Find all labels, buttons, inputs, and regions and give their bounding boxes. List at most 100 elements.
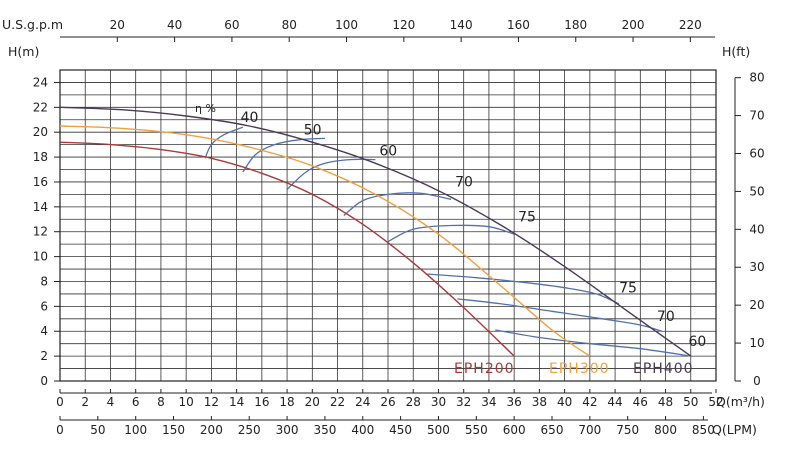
- x-tick-label-gpm: 40: [167, 18, 182, 32]
- x-tick-label-lpm: 250: [238, 423, 261, 437]
- x-tick-label-m3h: 16: [254, 395, 269, 409]
- curve-eph300: [59, 125, 591, 357]
- top-axis-label: U.S.g.p.m: [2, 17, 63, 32]
- x-tick-label-lpm: 550: [465, 423, 488, 437]
- y-tick-label-ft: 50: [749, 184, 764, 198]
- x-tick-label-lpm: 650: [541, 423, 564, 437]
- x-tick-label-m3h: 28: [406, 395, 421, 409]
- efficiency-label-75: 75: [518, 210, 536, 226]
- y-tick-label-ft: 10: [749, 336, 764, 350]
- y-tick-label-ft: 20: [749, 298, 764, 312]
- y-tick-label-m: 0: [40, 374, 48, 388]
- efficiency-label: η %: [195, 102, 216, 115]
- efficiency-curve-70: [457, 298, 662, 332]
- x-tick-label-gpm: 140: [450, 18, 473, 32]
- x-tick-label-m3h: 8: [157, 395, 165, 409]
- efficiency-curve-75: [387, 224, 515, 243]
- x-tick-label-m3h: 32: [456, 395, 471, 409]
- efficiency-curve-75: [425, 273, 620, 305]
- x-tick-label-m3h: 6: [132, 395, 140, 409]
- x-tick-label-lpm: 450: [389, 423, 412, 437]
- x-tick-label-m3h: 18: [279, 395, 294, 409]
- x-tick-label-m3h: 40: [557, 395, 572, 409]
- y-tick-label-ft: 40: [749, 222, 764, 236]
- bottom-axis-label-m3h: Q(m³/h): [716, 394, 765, 409]
- x-tick-label-m3h: 0: [56, 395, 64, 409]
- x-tick-label-lpm: 50: [90, 423, 105, 437]
- x-tick-label-m3h: 22: [330, 395, 345, 409]
- y-tick-label-m: 12: [33, 225, 48, 239]
- x-tick-label-lpm: 200: [200, 423, 223, 437]
- x-tick-label-gpm: 160: [507, 18, 530, 32]
- y-tick-label-ft: 80: [749, 71, 764, 85]
- x-tick-label-m3h: 12: [204, 395, 219, 409]
- plot-frame: [59, 69, 717, 382]
- efficiency-curves: 40 50 60 70 75 75 70 60: [204, 110, 706, 357]
- efficiency-label-50: 50: [304, 122, 322, 138]
- x-tick-label-m3h: 26: [380, 395, 395, 409]
- x-tick-label-m3h: 24: [355, 395, 370, 409]
- efficiency-curve-70: [343, 192, 452, 217]
- x-tick-label-m3h: 38: [532, 395, 547, 409]
- x-tick-label-m3h: 50: [683, 395, 698, 409]
- y-tick-label-ft: 60: [749, 146, 764, 160]
- efficiency-label-70: 70: [455, 175, 473, 191]
- right-axis-label: H(ft): [722, 44, 750, 59]
- curve-eph400: [59, 106, 692, 357]
- x-tick-label-m3h: 10: [179, 395, 194, 409]
- x-tick-label-m3h: 14: [229, 395, 244, 409]
- x-tick-label-gpm: 200: [622, 18, 645, 32]
- y-tick-label-m: 8: [40, 274, 48, 288]
- x-tick-label-m3h: 20: [305, 395, 320, 409]
- x-tick-label-gpm: 180: [564, 18, 587, 32]
- x-tick-label-m3h: 36: [507, 395, 522, 409]
- y-tick-label-m: 2: [40, 349, 48, 363]
- x-tick-label-m3h: 46: [633, 395, 648, 409]
- x-tick-label-lpm: 350: [313, 423, 336, 437]
- y-tick-label-m: 16: [33, 175, 48, 189]
- x-tick-label-lpm: 100: [124, 423, 147, 437]
- pump-curves: [59, 106, 692, 357]
- y-tick-label-ft: 70: [749, 109, 764, 123]
- x-tick-label-lpm: 750: [616, 423, 639, 437]
- x-tick-label-gpm: 80: [282, 18, 297, 32]
- x-tick-label-lpm: 500: [427, 423, 450, 437]
- y-tick-label-ft: 30: [749, 260, 764, 274]
- y-tick-label-m: 22: [33, 100, 48, 114]
- bottom-axis-label-lpm: Q(LPM): [712, 422, 757, 437]
- y-tick-label-ft: 0: [753, 374, 761, 388]
- x-tick-label-gpm: 220: [679, 18, 702, 32]
- efficiency-curve-60: [495, 329, 691, 357]
- axes: [59, 36, 736, 421]
- efficiency-label-60: 60: [379, 144, 397, 160]
- efficiency-curve-50: [242, 137, 325, 173]
- y-tick-label-m: 20: [33, 125, 48, 139]
- x-tick-label-m3h: 44: [607, 395, 622, 409]
- y-tick-label-m: 4: [40, 324, 48, 338]
- efficiency-label-70: 70: [657, 309, 675, 325]
- x-tick-label-lpm: 600: [503, 423, 526, 437]
- legend-eph200: EPH200: [454, 361, 515, 377]
- x-tick-label-m3h: 48: [658, 395, 673, 409]
- x-tick-label-lpm: 0: [56, 423, 64, 437]
- curve-eph200: [59, 141, 515, 357]
- y-tick-label-m: 18: [33, 150, 48, 164]
- efficiency-label-40: 40: [241, 110, 259, 126]
- x-tick-label-lpm: 850: [692, 423, 715, 437]
- x-tick-label-m3h: 52: [708, 395, 723, 409]
- x-tick-label-lpm: 800: [654, 423, 677, 437]
- x-tick-label-lpm: 300: [276, 423, 299, 437]
- y-tick-label-m: 24: [33, 75, 48, 89]
- legend-eph300: EPH300: [549, 361, 610, 377]
- x-tick-label-m3h: 42: [582, 395, 597, 409]
- x-tick-label-lpm: 400: [351, 423, 374, 437]
- y-tick-label-m: 10: [33, 250, 48, 264]
- efficiency-curve-60: [286, 158, 376, 190]
- y-tick-label-m: 6: [40, 299, 48, 313]
- x-tick-label-m3h: 30: [431, 395, 446, 409]
- x-tick-label-m3h: 2: [81, 395, 89, 409]
- legend-eph400: EPH400: [633, 361, 694, 377]
- x-tick-label-gpm: 60: [224, 18, 239, 32]
- left-axis-label: H(m): [8, 44, 39, 59]
